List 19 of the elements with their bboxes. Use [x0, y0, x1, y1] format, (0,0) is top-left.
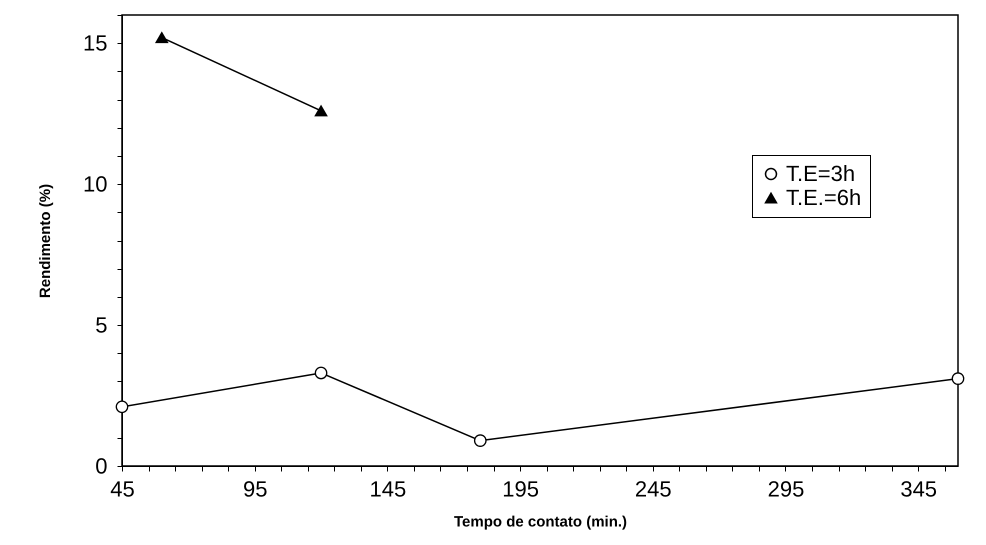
y-tick-label: 10: [83, 172, 108, 197]
y-axis-title: Rendimento (%): [37, 184, 54, 298]
x-tick-label: 145: [370, 476, 406, 502]
x-tick-label: 345: [900, 476, 938, 502]
legend-label: T.E.=6h: [786, 185, 862, 210]
x-tick-label: 95: [242, 476, 268, 502]
x-tick-label: 295: [768, 476, 804, 502]
x-tick-label: 45: [110, 476, 135, 502]
y-tick-label: 15: [83, 30, 108, 56]
point: [116, 400, 128, 414]
point: [952, 372, 964, 385]
y-tick-label: 5: [95, 312, 108, 338]
x-axis-title: Tempo de contato (min.): [454, 514, 628, 530]
x-tick-label: 195: [502, 476, 539, 502]
x-tick-label: 245: [634, 476, 672, 502]
legend-label: T.E=3h: [786, 161, 856, 186]
y-tick-label: 0: [95, 454, 108, 478]
point: [474, 434, 487, 447]
point: [314, 366, 328, 380]
